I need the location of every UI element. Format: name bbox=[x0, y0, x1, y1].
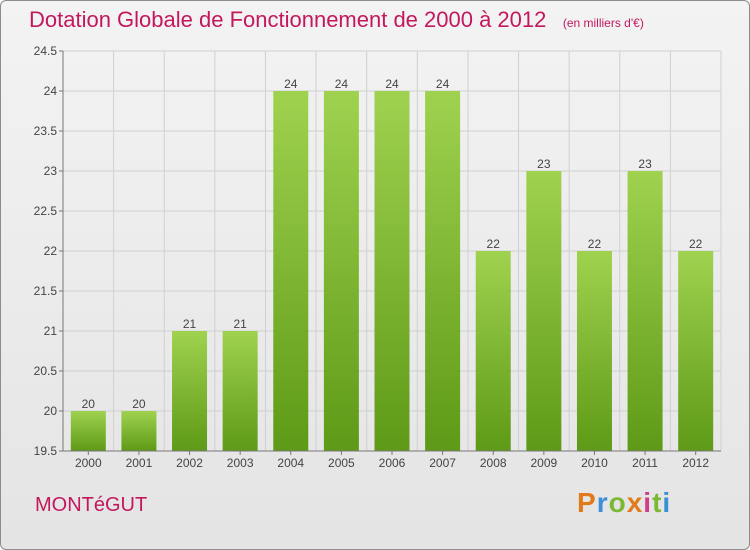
y-tick-label: 22 bbox=[44, 244, 58, 258]
bar bbox=[121, 411, 157, 451]
x-tick-label: 2010 bbox=[581, 456, 608, 470]
x-tick-label: 2009 bbox=[530, 456, 557, 470]
y-tick-label: 19.5 bbox=[34, 444, 58, 458]
x-tick-label: 2003 bbox=[227, 456, 254, 470]
y-tick-label: 24.5 bbox=[34, 44, 58, 58]
bar bbox=[273, 91, 309, 451]
title-row: Dotation Globale de Fonctionnement de 20… bbox=[29, 7, 644, 33]
x-tick-labels: 2000 2001 2002 2003 2004 2005 2006 2007 2008 2009… bbox=[75, 456, 709, 470]
y-tick-label: 21.5 bbox=[34, 284, 58, 298]
data-label: 23 bbox=[638, 157, 652, 171]
logo-letter: t bbox=[652, 487, 663, 518]
data-label: 24 bbox=[284, 77, 298, 91]
data-label: 22 bbox=[588, 237, 602, 251]
bar bbox=[678, 251, 714, 451]
commune-name: MONTéGUT bbox=[35, 494, 148, 516]
y-tick-label: 20.5 bbox=[34, 364, 58, 378]
bar bbox=[172, 331, 208, 451]
data-label: 24 bbox=[436, 77, 450, 91]
x-tick-label: 2007 bbox=[429, 456, 456, 470]
x-tick-label: 2000 bbox=[75, 456, 102, 470]
data-label: 24 bbox=[335, 77, 349, 91]
logo-letter: i bbox=[643, 487, 653, 518]
bar bbox=[475, 251, 511, 451]
bar bbox=[70, 411, 106, 451]
bar bbox=[627, 171, 663, 451]
bars bbox=[70, 91, 714, 451]
logo-letter: o bbox=[608, 487, 627, 518]
chart-unit: (en milliers d'€) bbox=[562, 16, 644, 30]
x-tick-label: 2001 bbox=[126, 456, 153, 470]
y-tick-label: 21 bbox=[44, 324, 58, 338]
y-tick-label: 22.5 bbox=[34, 204, 58, 218]
data-label: 24 bbox=[385, 77, 399, 91]
chart-title: Dotation Globale de Fonctionnement de 20… bbox=[29, 7, 547, 32]
x-tick-label: 2004 bbox=[277, 456, 304, 470]
data-label: 22 bbox=[487, 237, 501, 251]
x-tick-label: 2005 bbox=[328, 456, 355, 470]
data-label: 20 bbox=[82, 397, 96, 411]
y-tick-labels: 19.5 20 20.5 21 21.5 22 22.5 23 23.5 24 24.5 bbox=[34, 44, 58, 458]
data-label: 23 bbox=[537, 157, 551, 171]
y-tick-label: 23 bbox=[44, 164, 58, 178]
bar bbox=[374, 91, 410, 451]
bar bbox=[526, 171, 562, 451]
bar bbox=[323, 91, 359, 451]
data-label: 21 bbox=[183, 317, 197, 331]
x-tick-label: 2002 bbox=[176, 456, 203, 470]
x-tick-label: 2012 bbox=[682, 456, 709, 470]
x-tick-label: 2006 bbox=[379, 456, 406, 470]
logo-letter: r bbox=[596, 487, 609, 518]
y-tick-label: 20 bbox=[44, 404, 58, 418]
bar bbox=[425, 91, 461, 451]
data-label: 20 bbox=[132, 397, 146, 411]
data-labels: 20 20 21 21 24 24 24 24 22 23 22 23 22 bbox=[82, 77, 703, 411]
y-tick-label: 23.5 bbox=[34, 124, 58, 138]
logo-letter: i bbox=[662, 487, 672, 518]
proxiti-logo: Proxiti bbox=[577, 487, 671, 519]
bar bbox=[222, 331, 258, 451]
logo-letter: P bbox=[577, 487, 597, 518]
logo-letter: x bbox=[626, 487, 644, 518]
axes bbox=[59, 50, 721, 455]
x-tick-label: 2011 bbox=[632, 456, 658, 470]
bar bbox=[576, 251, 612, 451]
data-label: 22 bbox=[689, 237, 703, 251]
x-tick-label: 2008 bbox=[480, 456, 507, 470]
y-tick-label: 24 bbox=[44, 84, 58, 98]
data-label: 21 bbox=[233, 317, 247, 331]
